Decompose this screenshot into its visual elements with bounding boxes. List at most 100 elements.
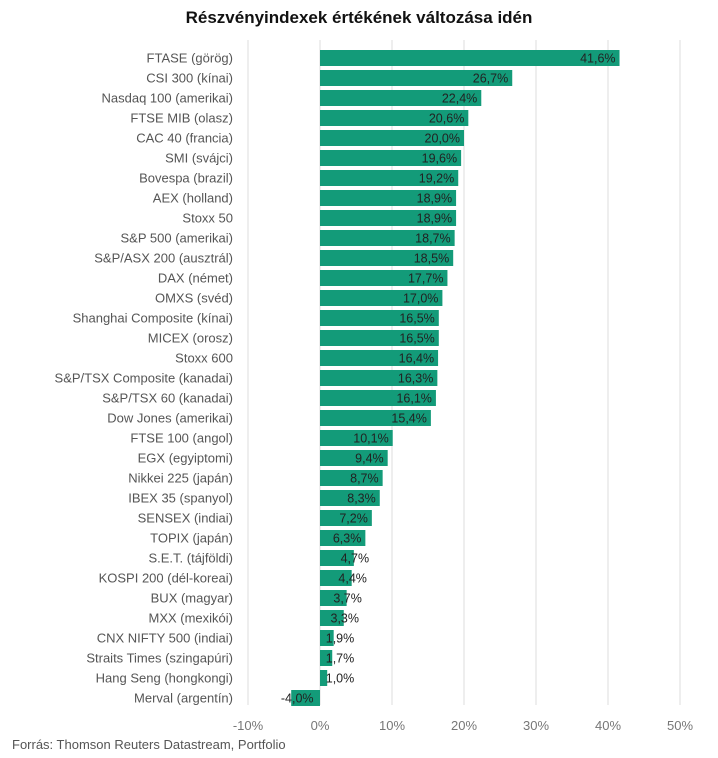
bar bbox=[320, 70, 513, 86]
bar bbox=[320, 150, 462, 166]
value-label: 10,1% bbox=[353, 432, 388, 446]
value-label: 16,1% bbox=[396, 392, 431, 406]
bar bbox=[320, 410, 431, 426]
bar bbox=[291, 690, 320, 706]
value-label: 17,7% bbox=[408, 272, 443, 286]
value-labels: 41,6% 26,7% 22,4% 20,6% 20,0% 19,6% 19,2% 18,9%… bbox=[281, 52, 616, 706]
category-label: SMI (svájci) bbox=[165, 151, 233, 166]
value-label: 20,0% bbox=[425, 132, 460, 146]
value-label: 16,3% bbox=[398, 372, 433, 386]
value-label: 18,9% bbox=[417, 212, 452, 226]
bar bbox=[320, 490, 380, 506]
value-label: 1,7% bbox=[326, 652, 355, 666]
category-label: SENSEX (indiai) bbox=[138, 511, 233, 526]
category-label: FTASE (görög) bbox=[147, 51, 233, 66]
category-label: S&P/TSX 60 (kanadai) bbox=[102, 391, 233, 406]
category-label: OMXS (svéd) bbox=[155, 291, 233, 306]
bar bbox=[320, 650, 333, 666]
value-label: 7,2% bbox=[339, 512, 368, 526]
bar bbox=[320, 290, 443, 306]
category-label: Nasdaq 100 (amerikai) bbox=[101, 91, 233, 106]
value-label: 8,7% bbox=[350, 472, 379, 486]
bar bbox=[320, 370, 438, 386]
category-label: Hang Seng (hongkongi) bbox=[96, 671, 233, 686]
bar bbox=[320, 130, 464, 146]
category-label: CNX NIFTY 500 (indiai) bbox=[97, 631, 233, 646]
category-label: S&P/TSX Composite (kanadai) bbox=[55, 371, 233, 386]
value-label: 1,0% bbox=[326, 672, 355, 686]
category-label: CAC 40 (francia) bbox=[136, 131, 233, 146]
bar bbox=[320, 90, 482, 106]
value-label: 4,4% bbox=[338, 572, 367, 586]
value-label: -4,0% bbox=[281, 692, 314, 706]
value-label: 16,5% bbox=[399, 332, 434, 346]
bars bbox=[291, 50, 620, 706]
category-label: Nikkei 225 (japán) bbox=[128, 471, 233, 486]
value-label: 9,4% bbox=[355, 452, 384, 466]
value-label: 15,4% bbox=[391, 412, 426, 426]
value-label: 16,5% bbox=[399, 312, 434, 326]
category-label: Straits Times (szingapúri) bbox=[86, 651, 233, 666]
category-label: Dow Jones (amerikai) bbox=[107, 411, 233, 426]
category-label: MXX (mexikói) bbox=[148, 611, 233, 626]
category-label: Stoxx 50 bbox=[182, 211, 233, 226]
bar bbox=[320, 170, 459, 186]
bar bbox=[320, 390, 436, 406]
value-label: 18,5% bbox=[414, 252, 449, 266]
x-tick-label: 20% bbox=[451, 718, 477, 733]
bar bbox=[320, 50, 620, 66]
value-label: 17,0% bbox=[403, 292, 438, 306]
bar bbox=[320, 110, 469, 126]
category-label: FTSE MIB (olasz) bbox=[130, 111, 233, 126]
value-label: 8,3% bbox=[347, 492, 376, 506]
category-label: BUX (magyar) bbox=[151, 591, 233, 606]
value-label: 26,7% bbox=[473, 72, 508, 86]
category-label: KOSPI 200 (dél-koreai) bbox=[99, 571, 233, 586]
x-tick-label: 50% bbox=[667, 718, 693, 733]
category-label: Merval (argentín) bbox=[134, 691, 233, 706]
x-tick-label: 30% bbox=[523, 718, 549, 733]
bar bbox=[320, 330, 439, 346]
bar bbox=[320, 310, 439, 326]
bar bbox=[320, 670, 328, 686]
value-label: 19,2% bbox=[419, 172, 454, 186]
category-label: CSI 300 (kínai) bbox=[146, 71, 233, 86]
bar bbox=[320, 210, 457, 226]
value-label: 41,6% bbox=[580, 52, 615, 66]
category-label: S&P 500 (amerikai) bbox=[121, 231, 233, 246]
category-label: FTSE 100 (angol) bbox=[130, 431, 233, 446]
source-note: Forrás: Thomson Reuters Datastream, Port… bbox=[12, 737, 286, 752]
bar bbox=[320, 510, 372, 526]
category-label: TOPIX (japán) bbox=[150, 531, 233, 546]
bar bbox=[320, 230, 455, 246]
value-label: 18,9% bbox=[417, 192, 452, 206]
bar bbox=[320, 610, 344, 626]
category-label: Shanghai Composite (kínai) bbox=[73, 311, 233, 326]
bar bbox=[320, 550, 354, 566]
bar bbox=[320, 630, 334, 646]
bar bbox=[320, 530, 366, 546]
bar bbox=[320, 250, 454, 266]
value-label: 3,3% bbox=[331, 612, 360, 626]
bar bbox=[320, 270, 448, 286]
chart-title: Részvényindexek értékének változása idén bbox=[185, 8, 533, 27]
value-label: 16,4% bbox=[399, 352, 434, 366]
category-label: S.E.T. (tájföldi) bbox=[148, 551, 233, 566]
category-label: IBEX 35 (spanyol) bbox=[128, 491, 233, 506]
x-tick-label: 0% bbox=[311, 718, 330, 733]
bar bbox=[320, 470, 383, 486]
x-tick-label: 10% bbox=[379, 718, 405, 733]
bar bbox=[320, 450, 388, 466]
bar bbox=[320, 190, 457, 206]
value-label: 20,6% bbox=[429, 112, 464, 126]
value-label: 22,4% bbox=[442, 92, 477, 106]
category-labels: FTASE (görög) CSI 300 (kínai) Nasdaq 100 (… bbox=[55, 51, 233, 706]
category-label: Stoxx 600 bbox=[175, 351, 233, 366]
category-label: Bovespa (brazil) bbox=[139, 171, 233, 186]
bar-chart: FTASE (görög) CSI 300 (kínai) Nasdaq 100 (… bbox=[55, 40, 693, 733]
x-tick-label: -10% bbox=[233, 718, 264, 733]
category-label: S&P/ASX 200 (ausztrál) bbox=[94, 251, 233, 266]
category-label: EGX (egyiptomi) bbox=[138, 451, 233, 466]
bar bbox=[320, 570, 352, 586]
bar bbox=[320, 430, 393, 446]
